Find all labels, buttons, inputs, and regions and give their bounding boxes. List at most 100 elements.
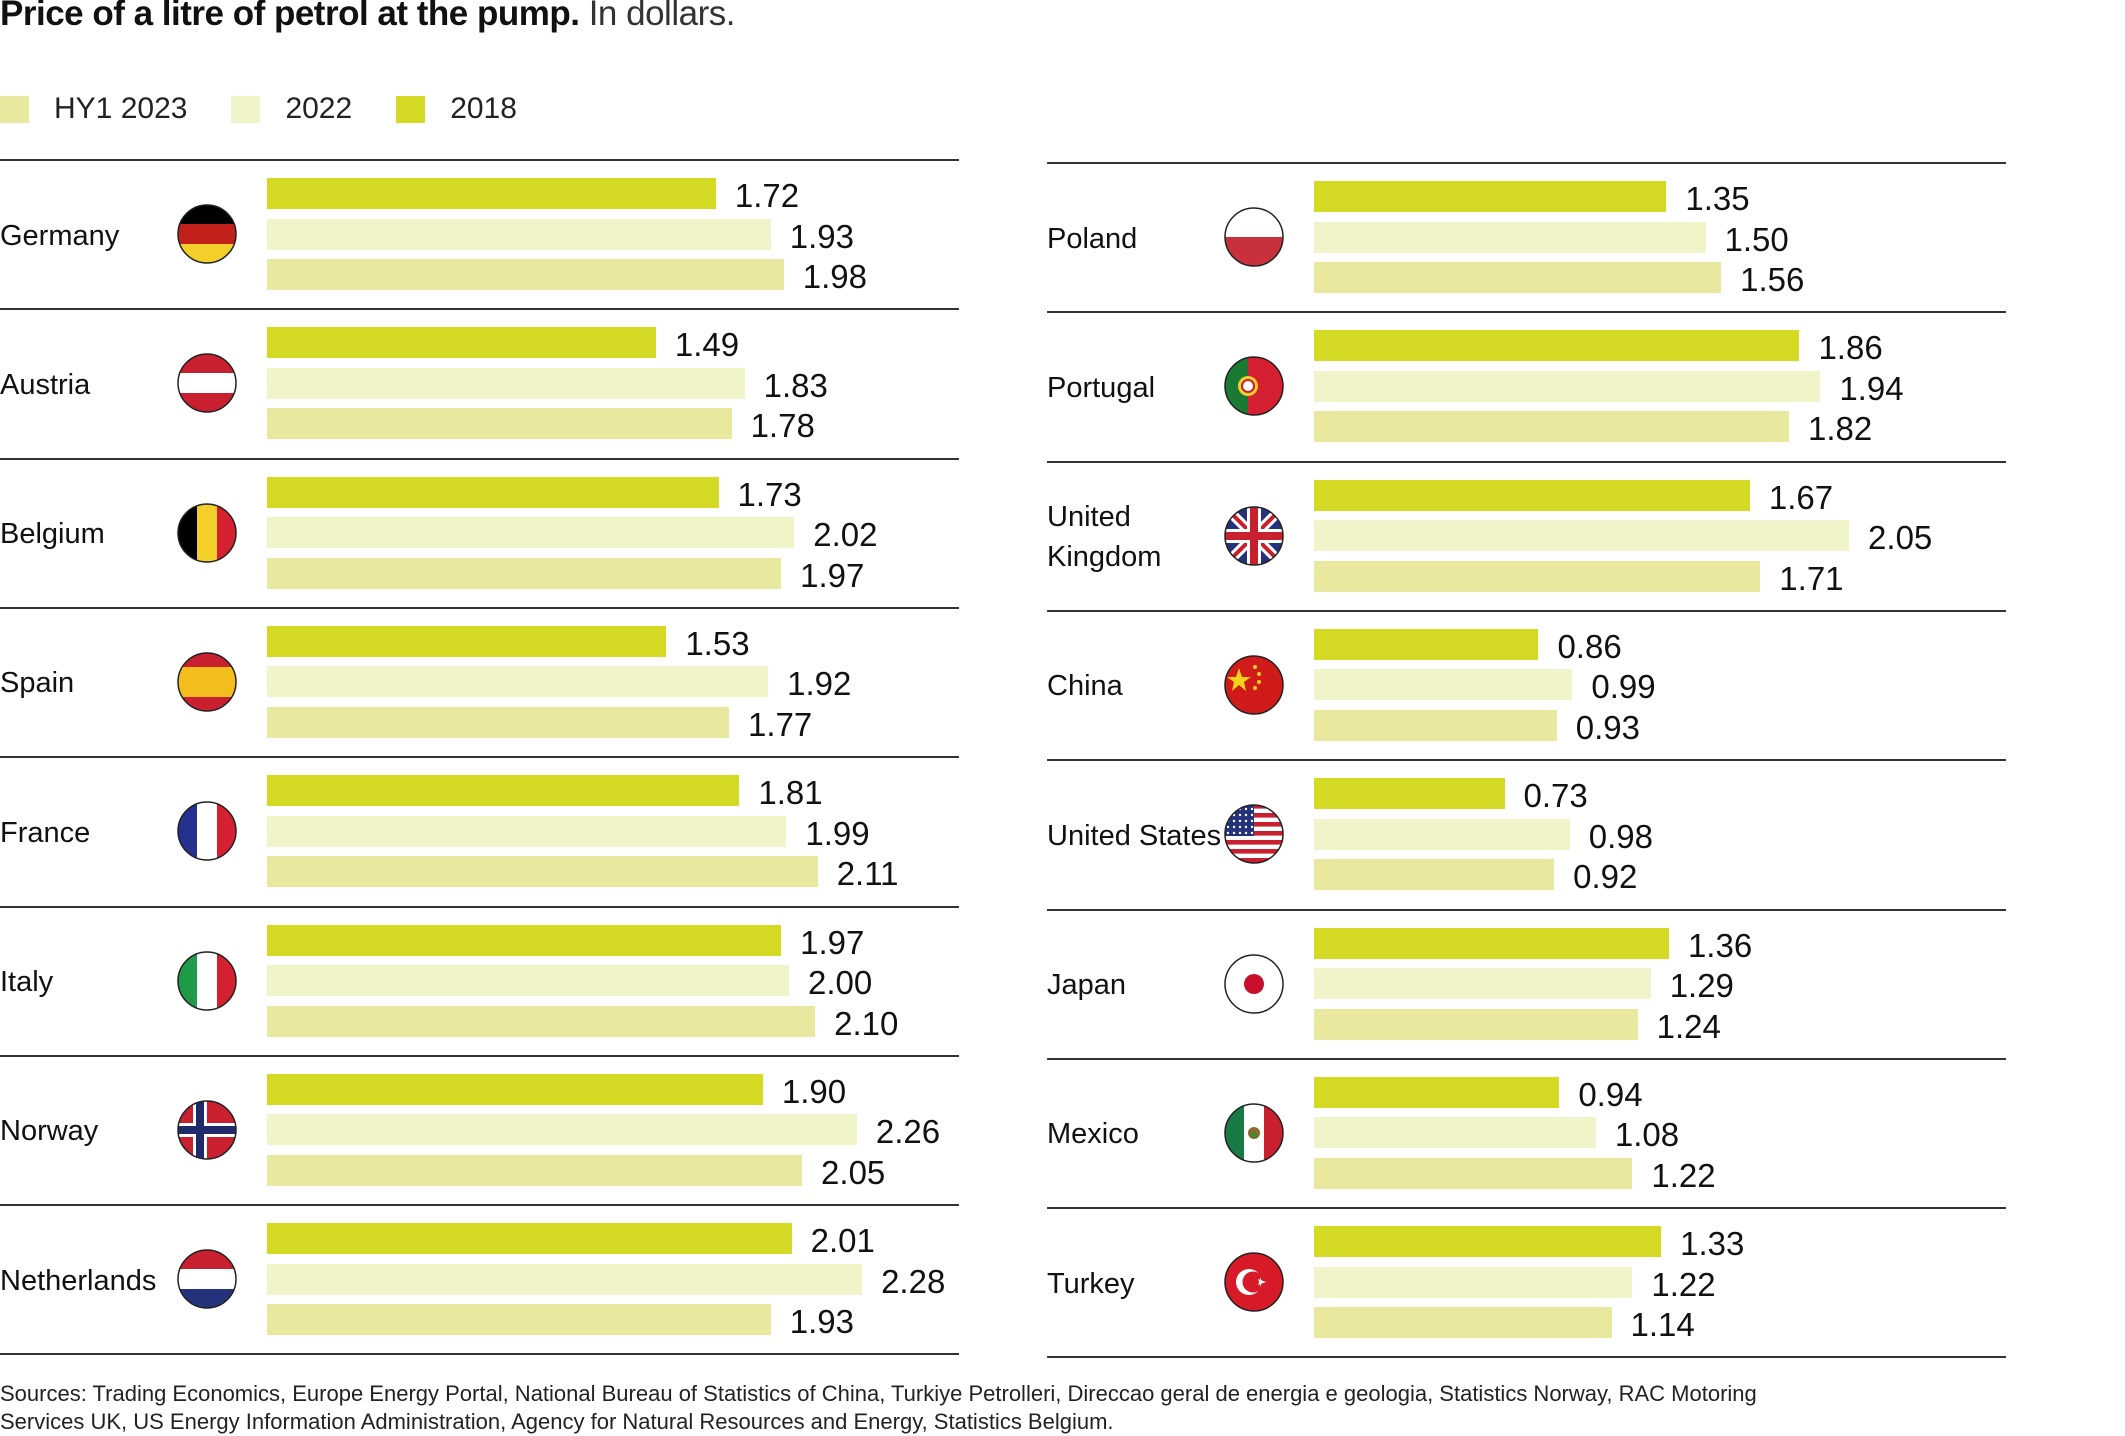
chart-title: Price of a litre of petrol at the pump. … bbox=[0, 0, 735, 34]
bar-hy1-2023 bbox=[267, 1154, 803, 1186]
title-subtitle: In dollars. bbox=[588, 0, 736, 33]
country-row: Portugal 1.86 1.94 1.82 bbox=[1047, 311, 2006, 460]
value-label: 1.14 bbox=[1630, 1306, 1695, 1344]
country-row: Norway 1.90 2.26 2.05 bbox=[0, 1054, 959, 1204]
title-main: Price of a litre of petrol at the pump. bbox=[0, 0, 580, 33]
value-label: 1.93 bbox=[789, 1303, 854, 1341]
value-label: 1.22 bbox=[1651, 1265, 1716, 1303]
bar-y2018 bbox=[1314, 628, 1539, 660]
country-row: Japan 1.36 1.29 1.24 bbox=[1047, 908, 2006, 1058]
japan-flag-icon bbox=[1224, 953, 1284, 1014]
bar-hy1-2023 bbox=[267, 856, 818, 888]
bar-y2018 bbox=[1314, 330, 1800, 362]
bar-y2022 bbox=[1314, 669, 1573, 701]
value-label: 1.33 bbox=[1680, 1225, 1745, 1263]
country-row: United States 0.73 0.98 0.92 bbox=[1047, 759, 2006, 908]
value-label: 1.49 bbox=[674, 326, 740, 364]
country-label: France bbox=[0, 816, 91, 849]
bar-y2018 bbox=[1314, 778, 1505, 810]
value-label: 1.22 bbox=[1651, 1156, 1716, 1194]
legend-swatch bbox=[396, 95, 426, 123]
value-label: 2.02 bbox=[813, 516, 878, 554]
bar-hy1-2023 bbox=[1314, 1008, 1638, 1040]
bar-y2018 bbox=[1314, 479, 1750, 511]
bar-y2018 bbox=[1314, 1226, 1662, 1258]
bar-y2018 bbox=[1314, 1076, 1560, 1108]
legend-swatch bbox=[0, 95, 29, 123]
bar-y2022 bbox=[1314, 370, 1821, 402]
bar-hy1-2023 bbox=[1314, 262, 1722, 293]
bar-y2022 bbox=[267, 965, 789, 996]
country-row: Italy 1.97 2.00 2.10 bbox=[0, 905, 959, 1055]
country-row: China 0.86 0.99 0.93 bbox=[1047, 609, 2006, 759]
portugal-flag-icon bbox=[1224, 356, 1284, 417]
value-label: 1.72 bbox=[734, 177, 800, 214]
country-label: Poland bbox=[1047, 222, 1138, 255]
bar-y2018 bbox=[267, 327, 656, 359]
bar-hy1-2023 bbox=[1314, 560, 1761, 592]
value-label: 0.86 bbox=[1557, 627, 1622, 665]
bar-y2018 bbox=[267, 1223, 792, 1255]
country-label: Belgium bbox=[0, 518, 105, 551]
bar-y2022 bbox=[267, 367, 745, 399]
value-label: 1.86 bbox=[1818, 329, 1883, 367]
bar-y2018 bbox=[1314, 181, 1667, 212]
value-label: 1.67 bbox=[1768, 478, 1834, 516]
value-label: 2.05 bbox=[1868, 519, 1933, 557]
bar-y2022 bbox=[267, 815, 787, 847]
bar-hy1-2023 bbox=[1314, 709, 1557, 741]
value-label: 0.99 bbox=[1591, 668, 1656, 706]
value-label: 1.36 bbox=[1687, 926, 1753, 964]
value-label: 1.08 bbox=[1614, 1116, 1680, 1154]
country-row: France 1.81 1.99 2.11 bbox=[0, 756, 959, 905]
mexico-flag-icon bbox=[1224, 1103, 1284, 1163]
country-label: Portugal bbox=[1047, 371, 1156, 404]
value-label: 1.93 bbox=[789, 217, 854, 255]
value-label: 1.35 bbox=[1685, 180, 1750, 217]
value-label: 1.78 bbox=[750, 407, 815, 445]
bar-y2022 bbox=[267, 517, 795, 549]
country-label: Netherlands bbox=[0, 1264, 157, 1297]
legend-label: 2022 bbox=[285, 92, 353, 125]
value-label: 1.99 bbox=[805, 814, 870, 852]
value-label: 1.98 bbox=[802, 258, 867, 295]
country-label: China bbox=[1047, 670, 1123, 703]
belgium-flag-icon bbox=[177, 502, 237, 563]
country-label: Italy bbox=[0, 966, 54, 998]
bar-hy1-2023 bbox=[267, 259, 784, 290]
bar-y2018 bbox=[1314, 927, 1669, 959]
country-label: United Kingdom bbox=[1047, 501, 1162, 574]
country-row: United Kingdom 1.67 2.05 1.71 bbox=[1047, 460, 2006, 610]
legend-label: 2018 bbox=[450, 92, 517, 125]
norway-flag-icon bbox=[177, 1100, 237, 1160]
country-row: Turkey 1.33 1.22 1.14 bbox=[1047, 1207, 2006, 1359]
value-label: 2.10 bbox=[834, 1004, 899, 1042]
country-row: Austria 1.49 1.83 1.78 bbox=[0, 308, 959, 457]
value-label: 1.24 bbox=[1656, 1007, 1721, 1045]
bar-y2022 bbox=[1314, 1266, 1633, 1298]
us-flag-icon bbox=[1224, 804, 1284, 864]
legend-item-2018: 2018 bbox=[396, 92, 517, 126]
value-label: 1.56 bbox=[1740, 261, 1805, 298]
bar-y2018 bbox=[267, 775, 740, 807]
value-label: 1.94 bbox=[1839, 369, 1904, 407]
uk-flag-icon bbox=[1224, 505, 1284, 566]
legend-item-2022: 2022 bbox=[231, 92, 352, 126]
country-label: United States bbox=[1047, 819, 1222, 852]
bar-hy1-2023 bbox=[1314, 1157, 1633, 1189]
austria-flag-icon bbox=[177, 353, 237, 414]
china-flag-icon bbox=[1224, 655, 1284, 715]
bar-hy1-2023 bbox=[267, 408, 732, 440]
bar-hy1-2023 bbox=[267, 1304, 771, 1336]
bar-hy1-2023 bbox=[1314, 1307, 1612, 1339]
value-label: 1.73 bbox=[737, 475, 802, 513]
value-label: 0.98 bbox=[1588, 817, 1653, 855]
value-label: 2.26 bbox=[875, 1113, 941, 1151]
france-flag-icon bbox=[177, 801, 237, 861]
value-label: 0.94 bbox=[1578, 1075, 1643, 1113]
bar-y2022 bbox=[267, 1263, 863, 1295]
bar-hy1-2023 bbox=[1314, 859, 1555, 891]
turkey-flag-icon bbox=[1224, 1252, 1284, 1312]
bar-y2018 bbox=[267, 476, 719, 508]
bar-y2018 bbox=[267, 178, 716, 209]
